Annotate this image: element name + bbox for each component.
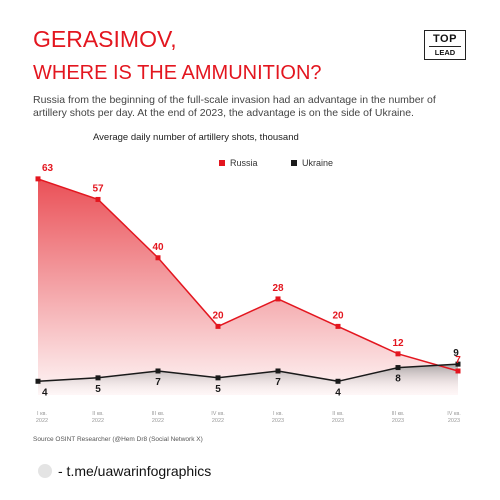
ukraine-value-label: 4 xyxy=(335,387,341,398)
x-tick-label-year: 2022 xyxy=(212,418,224,424)
ukraine-value-label: 9 xyxy=(453,348,459,359)
x-tick-label-year: 2022 xyxy=(92,418,104,424)
x-tick-label-year: 2023 xyxy=(332,418,344,424)
russia-point xyxy=(35,176,41,182)
ukraine-value-label: 5 xyxy=(95,384,101,395)
x-tick-label: III кв. xyxy=(392,411,405,417)
x-tick-label-year: 2023 xyxy=(272,418,284,424)
legend-swatch xyxy=(219,160,225,166)
russia-value-label: 7 xyxy=(455,355,461,366)
russia-value-label: 20 xyxy=(332,310,344,321)
ukraine-area xyxy=(38,364,458,395)
russia-value-label: 63 xyxy=(42,163,54,174)
ukraine-value-label: 7 xyxy=(275,377,281,388)
ukraine-value-label: 4 xyxy=(42,387,48,398)
chart-title-line-2: WHERE IS THE AMMUNITION? xyxy=(33,62,322,84)
footer-link-text[interactable]: - t.me/uawarinfographics xyxy=(58,463,212,479)
russia-point xyxy=(335,323,341,329)
chart-title-line-1: GERASIMOV, xyxy=(33,26,177,52)
x-tick-label-year: 2023 xyxy=(448,418,460,424)
legend-label: Russia xyxy=(230,158,258,168)
ukraine-point xyxy=(395,365,401,371)
x-tick-label-year: 2023 xyxy=(392,418,404,424)
russia-point xyxy=(155,255,161,261)
x-tick-label: III кв. xyxy=(152,411,165,417)
x-tick-label: I кв. xyxy=(273,411,283,417)
russia-point xyxy=(395,351,401,357)
x-tick-label: I кв. xyxy=(37,411,47,417)
ukraine-value-label: 5 xyxy=(215,384,221,395)
russia-point xyxy=(215,323,221,329)
logo-text-lead: LEAD xyxy=(429,46,461,59)
russia-point xyxy=(455,368,461,374)
chart-caption: Average daily number of artillery shots,… xyxy=(93,132,299,143)
ukraine-point xyxy=(455,361,461,367)
x-tick-label-year: 2022 xyxy=(152,418,164,424)
legend-swatch xyxy=(291,160,297,166)
russia-value-label: 28 xyxy=(272,283,284,294)
ukraine-point xyxy=(335,378,341,384)
ukraine-line xyxy=(37,363,459,383)
russia-value-label: 20 xyxy=(212,310,224,321)
russia-area xyxy=(38,178,458,395)
ukraine-point xyxy=(155,368,161,374)
ukraine-point xyxy=(35,378,41,384)
legend-label: Ukraine xyxy=(302,158,333,168)
telegram-icon xyxy=(38,464,52,478)
russia-value-label: 40 xyxy=(152,242,164,253)
source-note: Source OSINT Researcher (@Hem Dr8 (Socia… xyxy=(33,436,203,443)
chart-subtitle: Russia from the beginning of the full-sc… xyxy=(33,94,436,119)
ukraine-point xyxy=(275,368,281,374)
ukraine-point xyxy=(215,375,221,381)
russia-value-label: 57 xyxy=(92,183,104,194)
x-tick-label: II кв. xyxy=(332,411,344,417)
x-tick-label: IV кв. xyxy=(211,411,225,417)
x-tick-label-year: 2022 xyxy=(36,418,48,424)
russia-point xyxy=(95,196,101,202)
x-tick-label: IV кв. xyxy=(447,411,461,417)
russia-point xyxy=(275,296,281,302)
logo-text-top: TOP xyxy=(433,33,457,45)
x-tick-label: II кв. xyxy=(92,411,104,417)
russia-line xyxy=(37,178,459,372)
russia-value-label: 12 xyxy=(392,338,404,349)
footer-link[interactable]: - t.me/uawarinfographics xyxy=(38,460,211,482)
ukraine-value-label: 7 xyxy=(155,377,161,388)
ukraine-value-label: 8 xyxy=(395,374,401,385)
brand-logo: TOP LEAD xyxy=(424,30,466,60)
ukraine-point xyxy=(95,375,101,381)
